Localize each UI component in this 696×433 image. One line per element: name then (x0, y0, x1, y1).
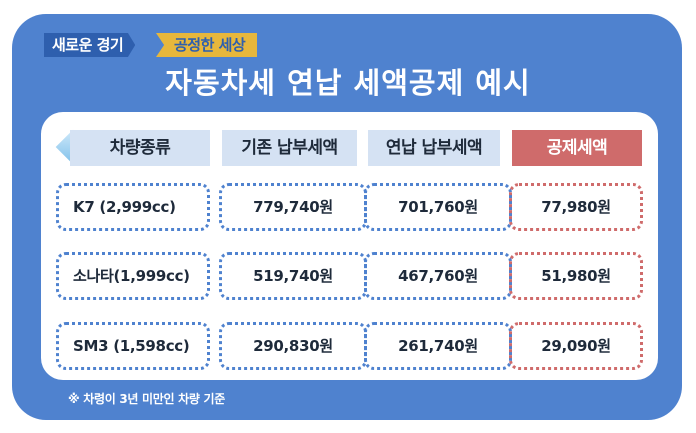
header-base-tax: 기존 납부세액 (222, 130, 357, 166)
row-1-deduction: 77,980원 (509, 183, 643, 231)
row-2-base: 519,740원 (219, 252, 367, 300)
footnote: ※ 차령이 3년 미만인 차량 기준 (68, 392, 225, 406)
row-1-base: 779,740원 (219, 183, 367, 231)
row-1-annual: 701,760원 (364, 183, 512, 231)
page-title: 자동차세 연납 세액공제 예시 (165, 66, 531, 100)
badge-new-economy: 새로운 경기 (44, 33, 136, 57)
row-3-annual: 261,740원 (364, 322, 512, 370)
row-2-car: 소나타(1,999cc) (56, 252, 210, 300)
row-3-base: 290,830원 (219, 322, 367, 370)
row-2-deduction: 51,980원 (509, 252, 643, 300)
badge-fair-world: 공정한 세상 (156, 33, 258, 57)
row-3-car: SM3 (1,598cc) (56, 322, 210, 370)
row-3-deduction: 29,090원 (509, 322, 643, 370)
header-annual-tax: 연납 납부세액 (368, 130, 500, 166)
row-1-car: K7 (2,999cc) (56, 183, 210, 231)
header-car-type: 차량종류 (70, 130, 210, 166)
row-2-annual: 467,760원 (364, 252, 512, 300)
header-deduction: 공제세액 (512, 130, 642, 166)
